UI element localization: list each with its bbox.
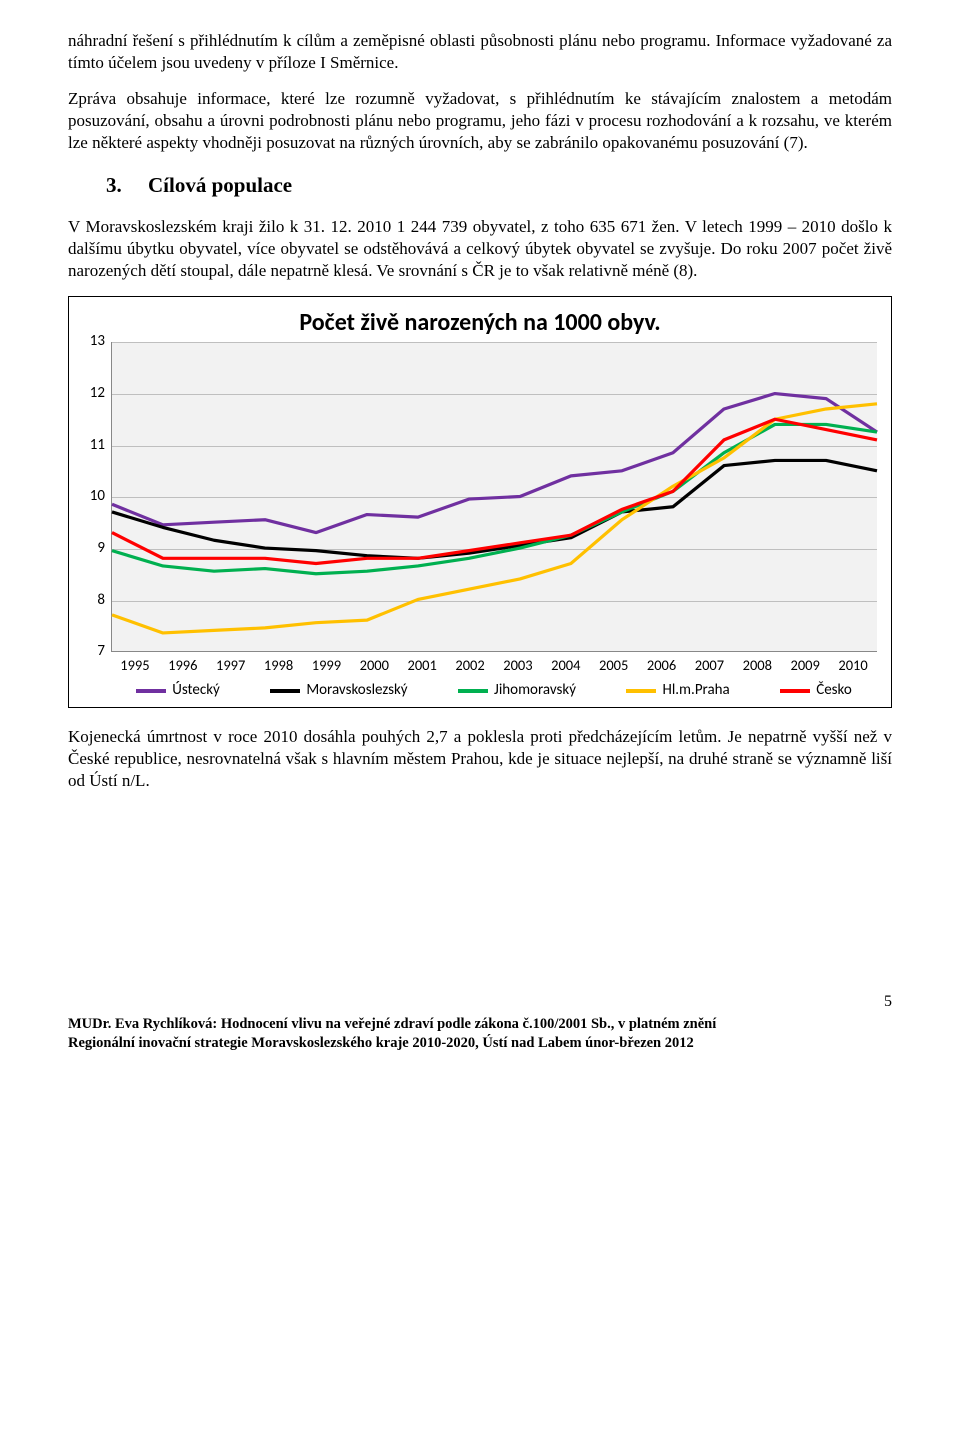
- legend-swatch: [780, 689, 810, 693]
- legend-label: Ústecký: [172, 681, 220, 701]
- chart-lines: [112, 342, 877, 651]
- section-heading: 3. Cílová populace: [106, 172, 892, 199]
- footer-line-1: MUDr. Eva Rychlíková: Hodnocení vlivu na…: [68, 1015, 892, 1034]
- x-tick-label: 2008: [733, 656, 781, 675]
- paragraph-2: Zpráva obsahuje informace, které lze roz…: [68, 88, 892, 154]
- x-tick-label: 2007: [686, 656, 734, 675]
- page-footer: 5 MUDr. Eva Rychlíková: Hodnocení vlivu …: [68, 992, 892, 1052]
- x-tick-label: 2010: [829, 656, 877, 675]
- legend-swatch: [136, 689, 166, 693]
- chart-title: Počet živě narozených na 1000 obyv.: [83, 307, 877, 338]
- legend-item: Hl.m.Praha: [626, 681, 729, 701]
- legend-item: Jihomoravský: [458, 681, 576, 701]
- chart-plot-row: 13121110987: [83, 342, 877, 652]
- legend-label: Jihomoravský: [494, 681, 576, 701]
- x-tick-label: 1997: [207, 656, 255, 675]
- x-tick-label: 1999: [303, 656, 351, 675]
- section-number: 3.: [106, 173, 122, 197]
- legend-swatch: [458, 689, 488, 693]
- birth-rate-chart: Počet živě narozených na 1000 obyv. 1312…: [68, 296, 892, 708]
- legend-label: Česko: [816, 681, 852, 701]
- chart-legend: Ústecký Moravskoslezský Jihomoravský Hl.m.P…: [111, 681, 877, 701]
- section-title: Cílová populace: [148, 173, 292, 197]
- x-tick-label: 2004: [542, 656, 590, 675]
- chart-plot-area: [111, 342, 877, 652]
- x-tick-label: 1995: [111, 656, 159, 675]
- x-tick-label: 2000: [350, 656, 398, 675]
- paragraph-3: V Moravskoslezském kraji žilo k 31. 12. …: [68, 216, 892, 282]
- legend-item: Ústecký: [136, 681, 220, 701]
- legend-swatch: [270, 689, 300, 693]
- legend-label: Moravskoslezský: [306, 681, 407, 701]
- legend-item: Moravskoslezský: [270, 681, 407, 701]
- x-tick-label: 2005: [590, 656, 638, 675]
- x-tick-label: 2009: [781, 656, 829, 675]
- legend-label: Hl.m.Praha: [662, 681, 729, 701]
- x-tick-label: 2003: [494, 656, 542, 675]
- series-line-moravskoslezsk-: [112, 461, 877, 559]
- chart-y-axis: 13121110987: [83, 342, 111, 652]
- x-tick-label: 1996: [159, 656, 207, 675]
- x-tick-label: 1998: [255, 656, 303, 675]
- paragraph-1: náhradní řešení s přihlédnutím k cílům a…: [68, 30, 892, 74]
- x-tick-label: 2001: [398, 656, 446, 675]
- x-tick-label: 2002: [446, 656, 494, 675]
- footer-line-2: Regionální inovační strategie Moravskosl…: [68, 1034, 892, 1053]
- x-tick-label: 2006: [638, 656, 686, 675]
- paragraph-4: Kojenecká úmrtnost v roce 2010 dosáhla p…: [68, 726, 892, 792]
- legend-swatch: [626, 689, 656, 693]
- series-line-hl-m-praha: [112, 404, 877, 633]
- page-number: 5: [68, 992, 892, 1013]
- chart-x-axis: 1995199619971998199920002001200220032004…: [111, 652, 877, 675]
- legend-item: Česko: [780, 681, 852, 701]
